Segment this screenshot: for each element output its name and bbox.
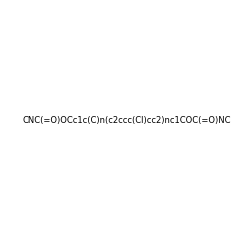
Text: CNC(=O)OCc1c(C)n(c2ccc(Cl)cc2)nc1COC(=O)NC: CNC(=O)OCc1c(C)n(c2ccc(Cl)cc2)nc1COC(=O)… [23,116,231,125]
